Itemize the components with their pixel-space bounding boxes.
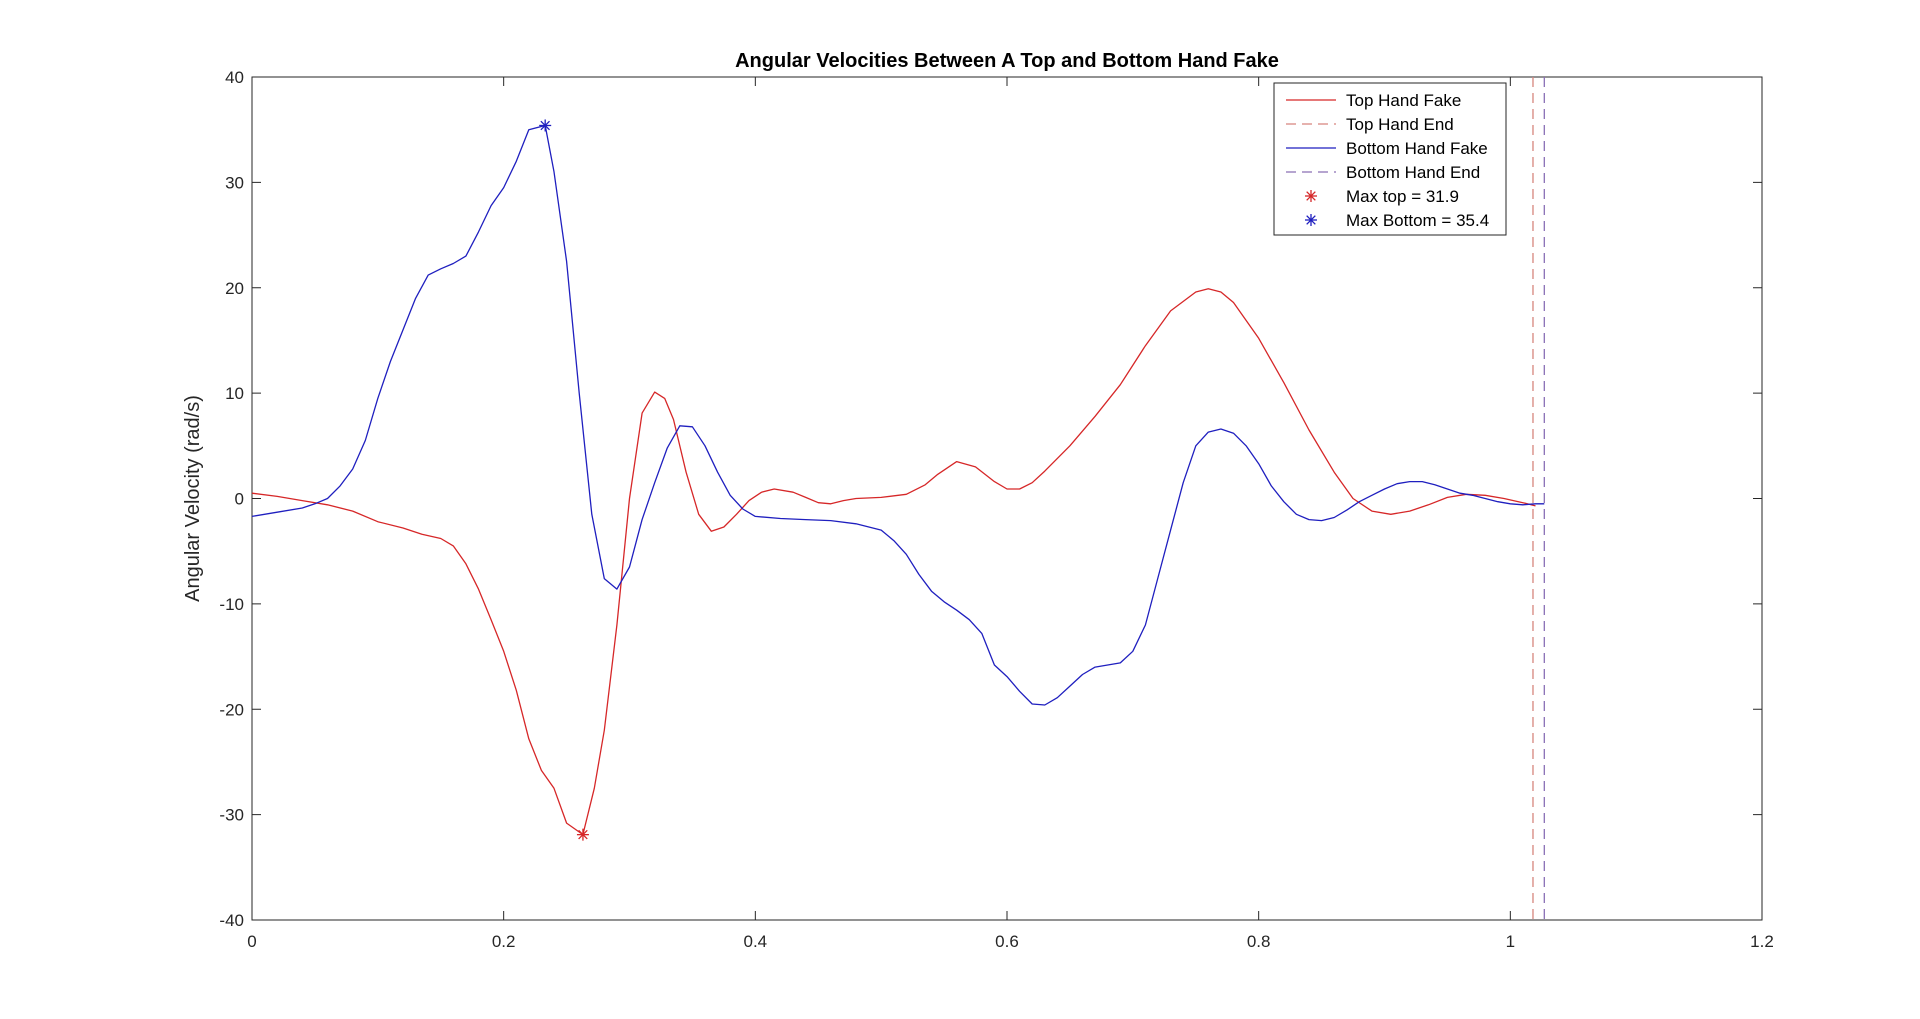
series-marker-max-top-31-9 bbox=[576, 828, 589, 841]
legend: Top Hand Fake Top Hand End Bottom Hand Fak… bbox=[1273, 82, 1507, 236]
star-stroke bbox=[540, 120, 550, 131]
x-tick-label: 0 bbox=[247, 932, 256, 951]
y-tick-label: -30 bbox=[219, 806, 244, 825]
star-stroke bbox=[1306, 191, 1316, 201]
y-tick-label: 0 bbox=[235, 490, 244, 509]
y-tick-label: -10 bbox=[219, 595, 244, 614]
x-tick-label: 1.2 bbox=[1750, 932, 1774, 951]
x-tick-label: 0.6 bbox=[995, 932, 1019, 951]
x-tick-label: 0.4 bbox=[744, 932, 768, 951]
legend-label-bottom-hand-end: Bottom Hand End bbox=[1346, 163, 1480, 182]
legend-swatch-max-top-31-9 bbox=[1305, 190, 1317, 202]
series-marker-max-bottom-35-4 bbox=[539, 119, 552, 132]
series-line-bottom-hand-fake bbox=[251, 124, 1545, 706]
legend-label-top-hand-fake: Top Hand Fake bbox=[1346, 91, 1461, 110]
series-line-top-hand-fake bbox=[251, 288, 1536, 836]
axes-box bbox=[251, 76, 1763, 921]
x-tick-label: 1 bbox=[1506, 932, 1515, 951]
y-tick-label: 20 bbox=[225, 279, 244, 298]
x-tick-label: 0.8 bbox=[1247, 932, 1271, 951]
chart-title: Angular Velocities Between A Top and Bot… bbox=[735, 50, 1279, 72]
star-stroke bbox=[578, 829, 588, 840]
y-axis-label: Angular Velocity (rad/s) bbox=[182, 395, 204, 602]
y-tick-label: -40 bbox=[219, 911, 244, 930]
legend-label-max-bottom-35-4: Max Bottom = 35.4 bbox=[1346, 211, 1489, 230]
legend-label-bottom-hand-fake: Bottom Hand Fake bbox=[1346, 139, 1488, 158]
ticks: 0 0.2 0.4 0.6 0.8 1 1.2 -40 -30 -20 -10 0 10 20 30 40 bbox=[219, 68, 1773, 951]
y-tick-label: 30 bbox=[225, 173, 244, 192]
plot-area: 0 0.2 0.4 0.6 0.8 1 1.2 -40 -30 -20 -10 0 10 20 30 40 bbox=[219, 68, 1773, 951]
legend-box bbox=[1273, 82, 1507, 236]
x-tick-label: 0.2 bbox=[492, 932, 516, 951]
legend-swatch-max-bottom-35-4 bbox=[1305, 214, 1317, 226]
star-stroke bbox=[1306, 215, 1316, 225]
y-tick-label: -20 bbox=[219, 700, 244, 719]
legend-label-max-top-31-9: Max top = 31.9 bbox=[1346, 187, 1459, 206]
legend-label-top-hand-end: Top Hand End bbox=[1346, 115, 1454, 134]
y-tick-label: 40 bbox=[225, 68, 244, 87]
series-layer bbox=[251, 77, 1545, 920]
y-tick-label: 10 bbox=[225, 384, 244, 403]
